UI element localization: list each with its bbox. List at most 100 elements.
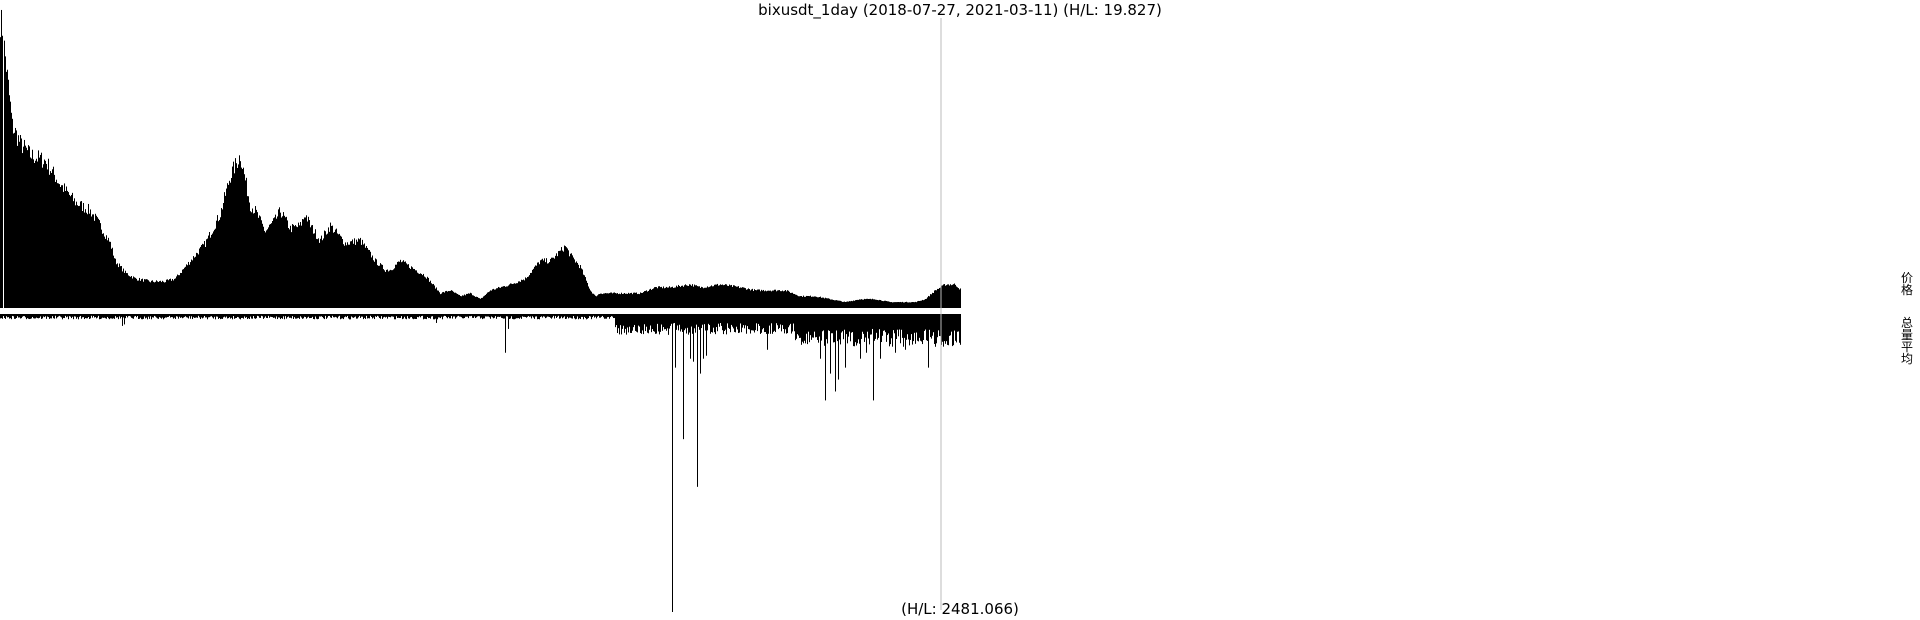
price-bar bbox=[379, 265, 380, 308]
volume-bar bbox=[30, 314, 31, 319]
volume-bar bbox=[94, 314, 95, 318]
price-bar bbox=[606, 293, 607, 308]
price-bar bbox=[373, 260, 374, 308]
volume-bar bbox=[908, 314, 909, 340]
price-bar bbox=[740, 287, 741, 308]
price-bar bbox=[64, 183, 65, 308]
price-bar bbox=[427, 276, 428, 308]
volume-bar bbox=[510, 314, 511, 319]
volume-bar bbox=[713, 314, 714, 328]
price-bar bbox=[952, 284, 953, 308]
volume-bar bbox=[766, 314, 767, 334]
price-bar bbox=[797, 295, 798, 308]
volume-bar bbox=[258, 314, 259, 317]
price-bar bbox=[303, 219, 304, 308]
volume-bar bbox=[795, 314, 796, 341]
price-bar bbox=[624, 293, 625, 308]
price-bar bbox=[748, 288, 749, 308]
volume-bar bbox=[89, 314, 90, 319]
price-bar bbox=[281, 217, 282, 308]
volume-bar bbox=[861, 314, 862, 339]
price-bar bbox=[828, 298, 829, 308]
volume-bar bbox=[463, 314, 464, 319]
volume-bar bbox=[499, 314, 500, 317]
price-bar bbox=[538, 262, 539, 308]
price-bar bbox=[496, 288, 497, 308]
price-bar bbox=[235, 158, 236, 308]
price-bar bbox=[587, 282, 588, 308]
price-bar bbox=[931, 294, 932, 308]
volume-bar bbox=[123, 314, 124, 318]
price-bar bbox=[732, 286, 733, 308]
price-bar bbox=[188, 261, 189, 308]
volume-bar bbox=[51, 314, 52, 319]
price-bar bbox=[385, 271, 386, 308]
volume-bar bbox=[225, 314, 226, 318]
volume-bar bbox=[729, 314, 730, 329]
price-bar bbox=[649, 289, 650, 308]
volume-bar bbox=[692, 314, 693, 334]
volume-bar bbox=[936, 314, 937, 344]
price-bar bbox=[512, 284, 513, 308]
volume-bar bbox=[732, 314, 733, 327]
volume-bar bbox=[450, 314, 451, 319]
volume-bar bbox=[192, 314, 193, 320]
volume-bar bbox=[179, 314, 180, 317]
volume-bar bbox=[614, 314, 615, 319]
volume-bar bbox=[473, 314, 474, 318]
price-bar bbox=[499, 287, 500, 308]
volume-bar bbox=[322, 314, 323, 318]
price-bar bbox=[138, 280, 139, 308]
volume-bar bbox=[834, 314, 835, 343]
volume-bar bbox=[832, 314, 833, 334]
price-bar bbox=[562, 250, 563, 308]
price-bar bbox=[21, 138, 22, 308]
volume-bar bbox=[77, 314, 78, 318]
volume-bar bbox=[215, 314, 216, 320]
price-bar bbox=[581, 268, 582, 308]
volume-bar bbox=[696, 314, 697, 325]
volume-bar bbox=[637, 314, 638, 333]
price-bar bbox=[286, 216, 287, 308]
price-bar bbox=[654, 287, 655, 308]
price-bar bbox=[440, 294, 441, 308]
volume-bar bbox=[32, 314, 33, 317]
price-bar bbox=[66, 186, 67, 308]
price-bar bbox=[103, 233, 104, 308]
price-bar bbox=[28, 145, 29, 308]
volume-bar bbox=[753, 314, 754, 331]
volume-bar bbox=[199, 314, 200, 318]
price-bar bbox=[813, 296, 814, 308]
price-bar bbox=[887, 301, 888, 308]
volume-bar bbox=[430, 314, 431, 319]
volume-bar bbox=[464, 314, 465, 319]
axis-label-char: 平 bbox=[1900, 340, 1913, 354]
price-bar bbox=[661, 286, 662, 308]
price-bar bbox=[106, 235, 107, 308]
volume-bar bbox=[176, 314, 177, 317]
volume-bar bbox=[809, 314, 810, 343]
volume-bar bbox=[50, 314, 51, 319]
volume-bar bbox=[228, 314, 229, 319]
price-bar bbox=[90, 209, 91, 308]
price-bar bbox=[684, 285, 685, 308]
price-bar bbox=[231, 177, 232, 308]
price-bar bbox=[384, 270, 385, 308]
price-bar bbox=[906, 301, 907, 308]
volume-bar bbox=[154, 314, 155, 316]
volume-bar bbox=[575, 314, 576, 320]
volume-bar bbox=[320, 314, 321, 317]
volume-bar bbox=[398, 314, 399, 318]
volume-bar bbox=[383, 314, 384, 318]
price-bar bbox=[875, 299, 876, 308]
volume-bar bbox=[909, 314, 910, 346]
price-bar bbox=[187, 265, 188, 308]
price-bar bbox=[134, 277, 135, 308]
price-bar bbox=[600, 293, 601, 308]
volume-bar bbox=[532, 314, 533, 317]
volume-bar bbox=[933, 314, 934, 333]
volume-bar bbox=[224, 314, 225, 317]
volume-bar bbox=[751, 314, 752, 331]
price-bar bbox=[733, 285, 734, 308]
price-bar bbox=[191, 259, 192, 308]
